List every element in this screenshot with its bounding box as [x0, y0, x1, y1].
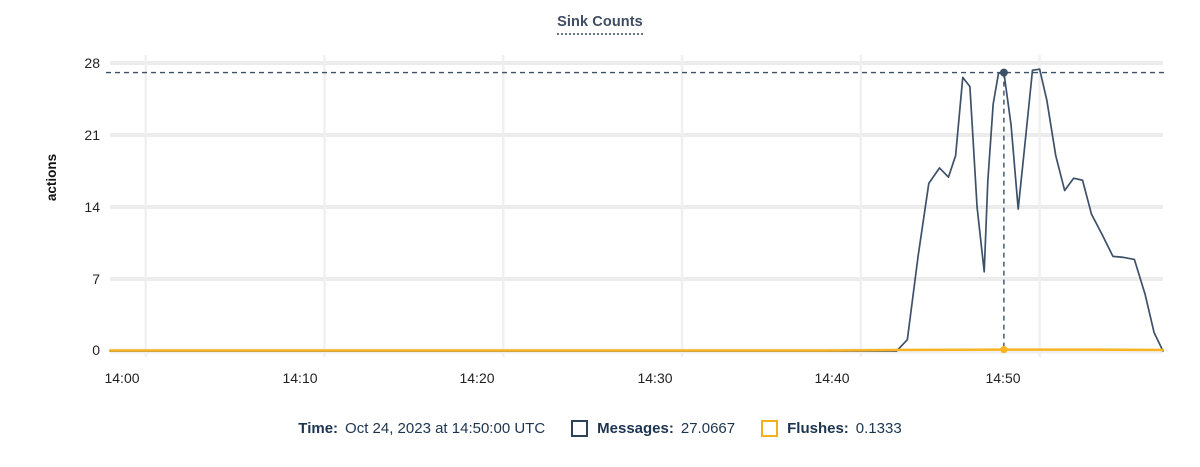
y-tick-14: 14 — [84, 199, 100, 215]
footer-time-label: Time: — [298, 420, 339, 437]
x-tick-1440: 14:40 — [814, 370, 850, 386]
x-tick-1410: 14:10 — [282, 370, 318, 386]
legend-swatch-messages-icon — [571, 420, 589, 437]
crosshair-point-messages — [999, 68, 1008, 77]
x-tick-1430: 14:30 — [637, 370, 673, 386]
series-line-messages — [109, 68, 1164, 352]
x-gridlines — [144, 55, 1041, 357]
legend-value-messages: 27.0667 — [680, 420, 736, 437]
plot-area[interactable] — [0, 0, 1200, 400]
legend-value-flushes: 0.1333 — [855, 420, 902, 437]
crosshair-point-flushes — [1000, 346, 1008, 354]
footer-time: Time: Oct 24, 2023 at 14:50:00 UTC — [298, 420, 545, 437]
y-tick-7: 7 — [92, 271, 100, 287]
y-tick-21: 21 — [84, 127, 100, 143]
gridlines — [110, 61, 1163, 281]
x-tick-1420: 14:20 — [459, 370, 495, 386]
chart-title-text: Sink Counts — [557, 14, 643, 35]
x-tick-1400: 14:00 — [104, 370, 140, 386]
y-tick-0: 0 — [92, 342, 100, 358]
footer-time-value: Oct 24, 2023 at 14:50:00 UTC — [345, 420, 546, 437]
chart-title: Sink Counts — [0, 14, 1200, 35]
legend-label-messages: Messages: — [597, 420, 674, 437]
y-tick-28: 28 — [84, 55, 100, 71]
legend-item-messages[interactable]: Messages: 27.0667 — [571, 420, 735, 437]
chart-footer-legend: Time: Oct 24, 2023 at 14:50:00 UTC Messa… — [0, 420, 1200, 437]
legend-swatch-flushes-icon — [761, 420, 779, 437]
x-tick-1450: 14:50 — [985, 370, 1021, 386]
legend-label-flushes: Flushes: — [787, 420, 849, 437]
series-line-flushes — [108, 348, 1165, 352]
legend-item-flushes[interactable]: Flushes: 0.1333 — [761, 420, 902, 437]
y-tick-labels: 0 7 14 21 28 — [54, 0, 100, 467]
